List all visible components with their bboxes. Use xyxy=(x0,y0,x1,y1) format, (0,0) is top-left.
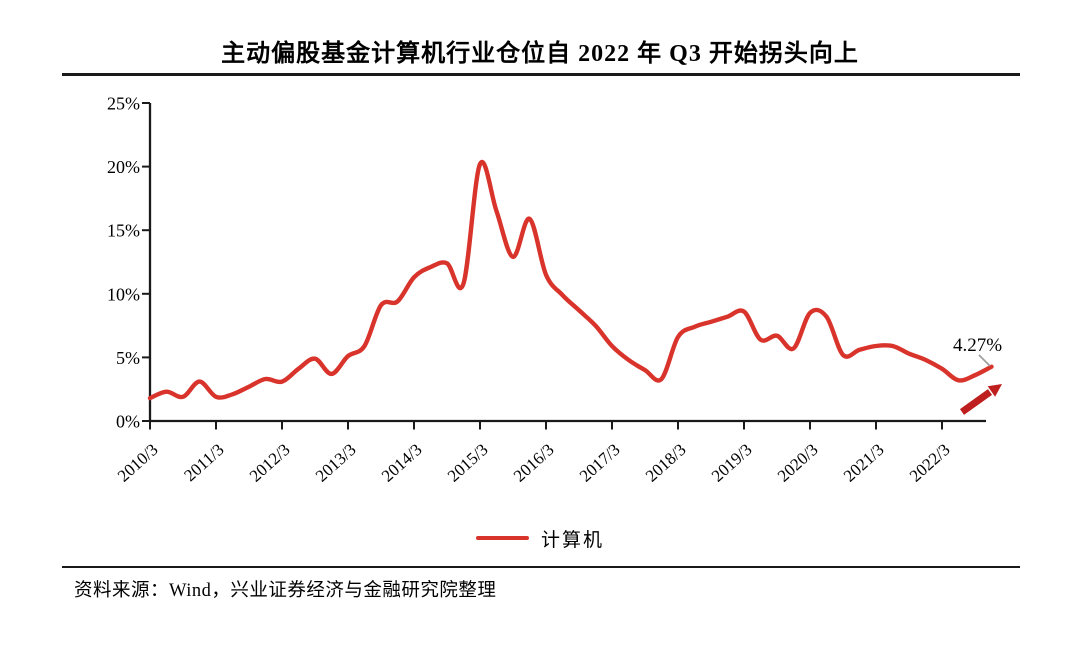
series-group xyxy=(147,159,994,401)
x-tick-label: 2020/3 xyxy=(774,440,822,486)
x-tick-label: 2015/3 xyxy=(444,440,492,486)
x-tick-label: 2016/3 xyxy=(510,440,558,486)
y-tick-label: 10% xyxy=(107,284,140,304)
upturn-arrow-icon xyxy=(959,389,993,415)
y-tick-label: 0% xyxy=(116,412,140,432)
x-tick-label: 2012/3 xyxy=(246,440,294,486)
top-divider xyxy=(62,73,1020,76)
bottom-divider xyxy=(62,566,1020,568)
y-tick-label: 20% xyxy=(107,157,140,177)
x-tick-label: 2011/3 xyxy=(180,440,227,485)
source-note: 资料来源：Wind，兴业证券经济与金融研究院整理 xyxy=(74,581,497,601)
x-tick-label: 2017/3 xyxy=(576,440,624,486)
x-tick-label: 2014/3 xyxy=(378,440,426,486)
x-tick-label: 2022/3 xyxy=(906,440,954,486)
x-tick-label: 2010/3 xyxy=(114,440,162,486)
axes: 0% 5% 10% 15% 20% 25% 2010/3 2011/3 2012/3 2013/3… xyxy=(107,94,986,486)
legend: 计算机 xyxy=(0,524,1080,552)
annotation-leader-line xyxy=(978,354,991,367)
y-tick-label: 5% xyxy=(116,348,140,368)
upturn-arrow-head-icon xyxy=(987,384,1002,397)
legend-series-label: 计算机 xyxy=(540,529,604,551)
legend-line-swatch xyxy=(475,535,529,541)
computer-position-line xyxy=(147,159,994,401)
y-tick-label: 15% xyxy=(107,221,140,241)
y-tick-label: 25% xyxy=(107,94,140,114)
chart-title: 主动偏股基金计算机行业仓位自 2022 年 Q3 开始拐头向上 xyxy=(221,41,859,67)
x-tick-label: 2013/3 xyxy=(312,440,360,486)
x-tick-label: 2021/3 xyxy=(840,440,888,486)
annotation-group: 4.27% xyxy=(953,335,1002,415)
x-tick-label: 2018/3 xyxy=(642,440,690,486)
x-tick-label: 2019/3 xyxy=(708,440,756,486)
annotation-value-label: 4.27% xyxy=(953,335,1002,356)
